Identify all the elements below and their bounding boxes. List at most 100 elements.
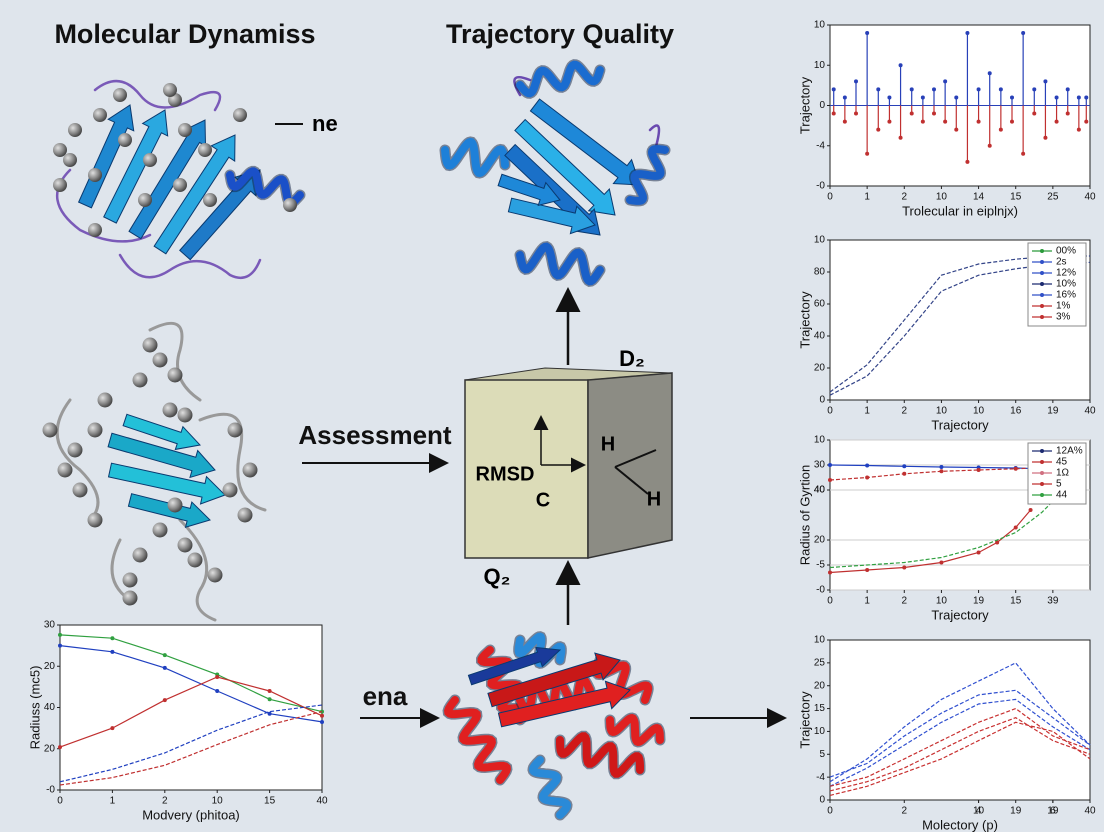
atom xyxy=(132,547,148,563)
atom xyxy=(198,143,212,157)
loop xyxy=(93,80,222,112)
x-tick-label: 2 xyxy=(902,192,908,203)
series-line xyxy=(829,261,1091,396)
point xyxy=(58,745,62,750)
stem-marker xyxy=(1021,151,1026,156)
point xyxy=(828,478,832,482)
stem-marker xyxy=(998,87,1003,92)
x-tick-label: 39 xyxy=(1047,596,1059,607)
helix xyxy=(516,60,604,98)
stem-marker xyxy=(1084,119,1089,124)
atom xyxy=(227,422,243,438)
beta-strand xyxy=(497,173,561,207)
beta-strand xyxy=(514,118,616,216)
legend-label: 45 xyxy=(1056,457,1068,468)
series-line xyxy=(829,255,1090,393)
legend-marker xyxy=(1040,471,1044,475)
point xyxy=(865,568,870,572)
helix xyxy=(516,242,604,286)
beta-strand xyxy=(497,680,631,728)
x-axis-label: Trolecular in eiplnjx) xyxy=(902,203,1018,218)
helix xyxy=(592,656,653,704)
stem-marker xyxy=(854,79,858,84)
x-tick-label: 10 xyxy=(212,796,224,807)
point xyxy=(215,689,220,693)
point xyxy=(902,471,907,476)
legend-label: 1Ω xyxy=(1056,468,1070,479)
point xyxy=(162,665,167,670)
atom xyxy=(143,153,157,167)
y-tick-label: -5 xyxy=(816,560,825,571)
y-tick-label: 60 xyxy=(814,299,826,310)
title-center: Trajectory Quality xyxy=(446,19,674,49)
atom xyxy=(42,422,58,438)
legend-marker xyxy=(1040,249,1044,253)
x-tick-label: 40 xyxy=(1084,406,1096,417)
stem-marker xyxy=(987,71,992,76)
x-tick-label: 25 xyxy=(1047,192,1059,203)
y-tick-label: 0 xyxy=(819,100,825,111)
loop xyxy=(148,321,202,402)
stem-marker xyxy=(1054,119,1059,124)
atom xyxy=(283,198,297,212)
loop xyxy=(110,538,132,602)
atom xyxy=(242,462,258,478)
y-tick-label: -0 xyxy=(46,785,55,796)
series-line xyxy=(829,489,1065,569)
beta-strand xyxy=(103,109,169,224)
point xyxy=(215,674,220,679)
stem-marker xyxy=(976,87,981,92)
x-axis-label: Trajectory xyxy=(931,607,989,622)
x-tick-label: 40 xyxy=(316,796,328,807)
x-tick-label: 2 xyxy=(902,806,908,817)
x-tick-label: 2 xyxy=(902,406,908,417)
atom xyxy=(222,482,238,498)
series-line xyxy=(829,707,1091,787)
point xyxy=(267,711,272,716)
label-h: H xyxy=(601,433,615,455)
x-tick-label: 19 xyxy=(1010,806,1022,817)
stem-marker xyxy=(932,87,936,92)
point xyxy=(939,465,944,469)
series-line xyxy=(59,711,323,786)
atom xyxy=(207,567,223,583)
y-tick-label: 40 xyxy=(814,485,826,496)
y-axis-label: Trajectory xyxy=(797,76,812,134)
y-tick-label: 80 xyxy=(814,267,826,278)
x-tick-label: 2 xyxy=(162,796,168,807)
point xyxy=(828,570,832,575)
label-rmsd: RMSD xyxy=(476,463,535,485)
stem-marker xyxy=(954,127,959,132)
legend-marker xyxy=(1040,271,1044,275)
legend-marker xyxy=(1040,260,1044,264)
point xyxy=(865,463,870,468)
x-tick-label: 1 xyxy=(110,796,116,807)
atom xyxy=(233,108,247,122)
legend-label: 12A% xyxy=(1056,446,1083,457)
x-tick-label: 0 xyxy=(827,806,833,817)
point xyxy=(320,719,324,724)
stem-marker xyxy=(842,95,847,100)
stem-marker xyxy=(876,127,881,132)
stem-marker xyxy=(909,87,914,92)
loop xyxy=(198,412,267,512)
x-tick-label: 2 xyxy=(902,596,908,607)
stem-marker xyxy=(909,111,914,116)
stem-marker xyxy=(1032,87,1037,92)
x-tick-label: 40 xyxy=(1084,192,1096,203)
stem-marker xyxy=(965,31,970,36)
legend-marker xyxy=(1040,449,1044,453)
point xyxy=(58,643,62,648)
x-tick-label: 15 xyxy=(1010,596,1022,607)
legend-label: 16% xyxy=(1056,290,1076,301)
point xyxy=(1013,466,1018,471)
atom xyxy=(152,522,168,538)
loop xyxy=(118,253,262,280)
point xyxy=(162,653,167,658)
y-tick-label: 0 xyxy=(819,795,825,806)
y-axis-label: Trajectory xyxy=(797,291,812,349)
stem-marker xyxy=(887,95,892,100)
x-tick-label: 0 xyxy=(827,406,833,417)
atom xyxy=(162,402,178,418)
y-tick-label: -4 xyxy=(816,772,825,783)
